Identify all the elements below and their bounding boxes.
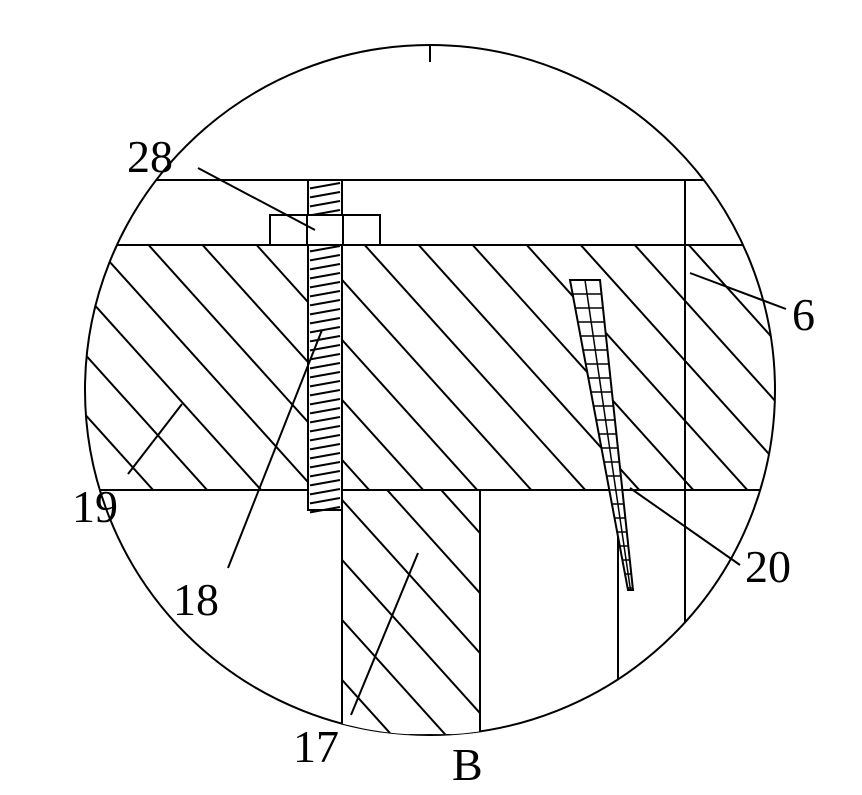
- label-19: 19: [72, 480, 118, 533]
- label-17: 17: [293, 720, 339, 773]
- label-6: 6: [792, 288, 815, 341]
- label-20: 20: [745, 540, 791, 593]
- label-B: B: [452, 738, 483, 791]
- diagram-svg: [0, 0, 862, 795]
- label-28: 28: [127, 130, 173, 183]
- label-18: 18: [173, 573, 219, 626]
